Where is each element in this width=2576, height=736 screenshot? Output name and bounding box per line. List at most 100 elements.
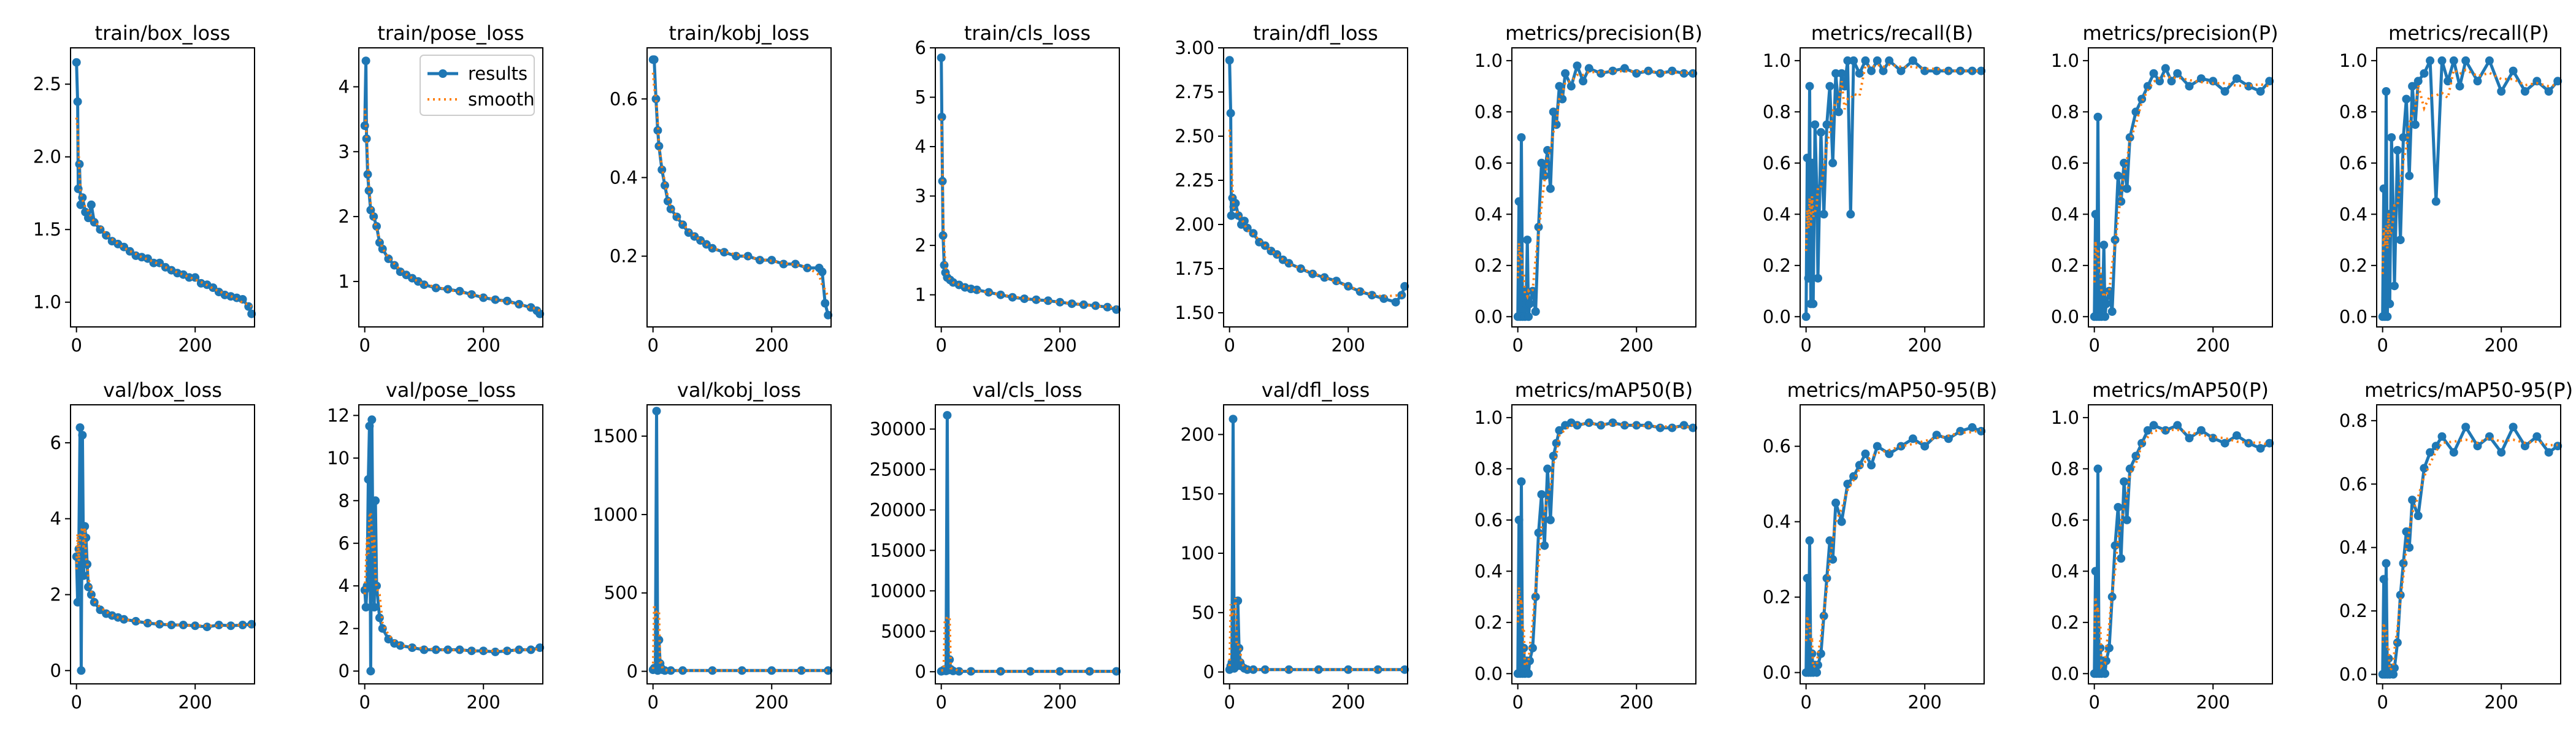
results-point [1296, 264, 1305, 273]
results-point [455, 286, 464, 296]
y-tick-label: 1.0 [2051, 50, 2079, 71]
results-point [1908, 56, 1917, 65]
results-point [1537, 490, 1546, 499]
chart-panel-7: metrics/recall(B) 0 200 0.0 0.2 0.4 0.6 0.8 1.0 [1763, 21, 1986, 356]
chart-panel-11: val/pose_loss 0 200 0 2 4 6 8 10 12 [327, 378, 545, 713]
results-point [737, 666, 746, 675]
y-tick-label: 0.8 [2339, 101, 2367, 122]
results-point [467, 646, 476, 656]
results-point [2387, 133, 2396, 142]
chart-title: metrics/recall(B) [1811, 21, 1974, 45]
results-point [1043, 296, 1052, 305]
results-point [2104, 286, 2114, 296]
x-tick-label: 200 [755, 335, 789, 356]
y-tick-label: 150 [1181, 483, 1214, 504]
results-point [120, 615, 129, 624]
y-tick-label: 6 [50, 432, 61, 453]
smooth-series-line [75, 526, 252, 627]
y-tick-label: 2.0 [33, 147, 61, 167]
x-tick-label: 0 [935, 692, 946, 713]
results-point [1843, 56, 1852, 65]
results-point [2389, 210, 2398, 219]
results-point [1391, 297, 1400, 307]
y-tick-label: 0 [50, 660, 61, 681]
smooth-series-line [940, 118, 1117, 309]
y-tick-label: 0.4 [610, 167, 638, 188]
results-point [1284, 665, 1294, 674]
results-point [2099, 240, 2109, 250]
results-point [2379, 575, 2388, 584]
results-point [2185, 82, 2194, 91]
y-tick-label: 2.25 [1175, 170, 1214, 191]
results-point [79, 571, 88, 580]
results-point [1400, 665, 1409, 674]
results-point [1561, 69, 1570, 78]
chart-title: train/cls_loss [964, 21, 1091, 45]
results-point [2149, 421, 2158, 430]
results-point [2265, 77, 2274, 86]
x-tick-label: 200 [1332, 692, 1365, 713]
results-point [2413, 77, 2423, 86]
results-point [2473, 442, 2482, 451]
x-tick-label: 200 [1908, 692, 1942, 713]
results-point [1885, 449, 1894, 458]
results-point [1867, 66, 1876, 75]
smooth-series-line [651, 72, 830, 297]
y-tick-label: 1.75 [1175, 258, 1214, 279]
y-tick-label: 0 [339, 661, 350, 681]
smooth-series-line [1228, 598, 1405, 671]
results-point [2122, 515, 2131, 524]
y-tick-label: 0.2 [2339, 600, 2367, 621]
results-point [2091, 567, 2100, 576]
chart-title: val/dfl_loss [1262, 378, 1370, 402]
results-point [2449, 448, 2458, 457]
results-point [1523, 236, 1532, 245]
results-point [1579, 77, 1588, 86]
results-point [367, 415, 377, 424]
results-point [708, 666, 717, 675]
axes-frame [935, 47, 1120, 328]
results-point [1814, 661, 1822, 670]
results-point [2173, 421, 2182, 430]
results-point [2117, 554, 2126, 563]
results-point [2390, 282, 2399, 291]
results-point [1861, 449, 1870, 458]
results-point [1944, 434, 1953, 443]
axes-frame [1223, 404, 1408, 684]
chart-panel-2: train/pose_loss 0 200 1 2 3 4 results smooth [339, 21, 545, 356]
results-point [375, 238, 384, 247]
chart-panel-15: metrics/mAP50(B) 0 200 0.0 0.2 0.4 0.6 0.8 1.0 [1474, 378, 1698, 713]
y-tick-label: 8 [339, 490, 350, 511]
y-tick-label: 15000 [870, 540, 926, 561]
results-point [1828, 158, 1838, 167]
results-point [73, 597, 82, 607]
y-tick-label: 0.8 [2051, 101, 2079, 122]
results-point [666, 666, 675, 675]
y-tick-label: 0.0 [2051, 306, 2079, 327]
results-point [2379, 184, 2388, 193]
results-point [653, 126, 662, 135]
results-point [80, 522, 90, 531]
results-point [1655, 423, 1665, 432]
results-point [1566, 82, 1576, 91]
y-tick-label: 20000 [870, 499, 926, 520]
x-tick-label: 200 [178, 692, 212, 713]
results-point [1819, 210, 1828, 219]
chart-title: train/dfl_loss [1253, 21, 1378, 45]
results-point [2520, 87, 2529, 96]
results-point [479, 646, 488, 656]
results-point [1843, 480, 1852, 489]
results-point [1355, 287, 1365, 296]
results-point [2544, 87, 2553, 96]
results-point [366, 667, 375, 676]
results-point [1260, 665, 1270, 674]
results-point [2114, 171, 2123, 180]
results-point [1597, 421, 1606, 430]
x-tick-label: 200 [1043, 335, 1077, 356]
x-tick-label: 200 [755, 692, 789, 713]
results-point [937, 53, 946, 63]
results-point [1234, 211, 1243, 220]
results-point [1873, 442, 1882, 451]
chart-panel-10: val/box_loss 0 200 0 2 4 6 [50, 378, 256, 713]
